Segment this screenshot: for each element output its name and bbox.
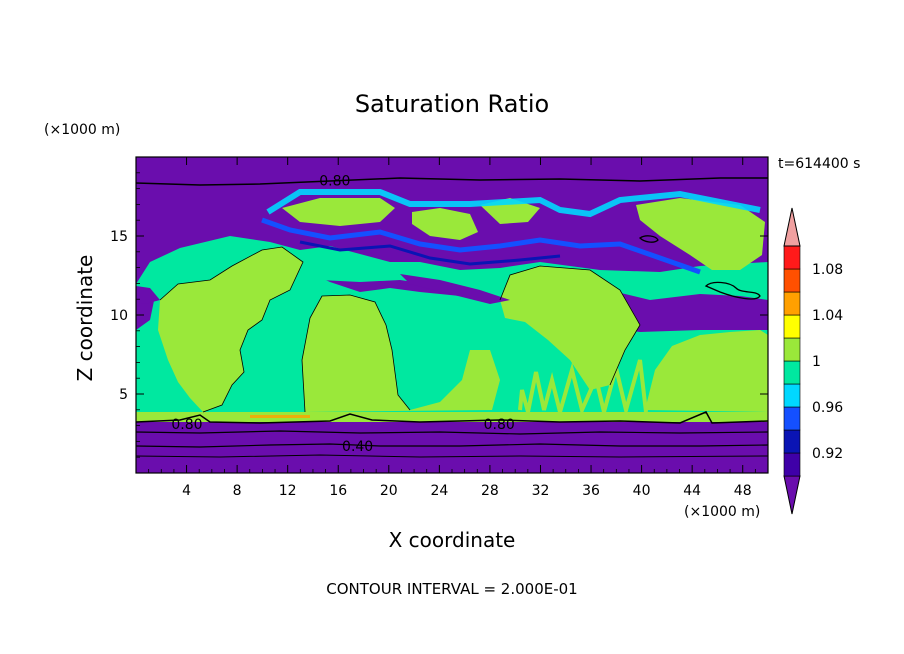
x-tick-label: 8	[233, 483, 242, 499]
y-tick-label: 5	[119, 387, 128, 403]
field-lime-patch-upper-4	[636, 198, 765, 270]
y-axis: 5 10 15	[110, 172, 768, 458]
colorbar-box	[783, 452, 801, 477]
time-label: t=614400 s	[778, 156, 860, 172]
contour-1.00-edge	[159, 246, 641, 413]
field-boundary-orange	[250, 415, 310, 418]
contour-labels: 0.80 0.80 0.80 0.40	[171, 174, 514, 455]
contour-label: 0.80	[171, 417, 202, 433]
field-cloud-fringe	[518, 359, 648, 420]
colorbar-box	[783, 383, 801, 408]
x-tick-label: 28	[481, 483, 499, 499]
field-surface-layer	[136, 422, 768, 473]
x-tick-label: 24	[430, 483, 448, 499]
field-lime-patch-far-east	[645, 330, 768, 412]
y-tick-label: 10	[110, 308, 128, 324]
contour-0.40-lower	[136, 443, 768, 448]
contour-loop-east	[704, 281, 761, 300]
y-tick-label: 15	[110, 229, 128, 245]
field-lime-patch-east	[500, 266, 640, 390]
x-tick-label: 12	[279, 483, 297, 499]
contour-0.80-lower	[136, 411, 768, 424]
colorbar-label: 1.04	[812, 308, 843, 324]
colorbar: 0.92 0.96 1 1.04 1.08	[783, 207, 843, 515]
colorbar-box	[783, 314, 801, 339]
x-axis: 4 8 12 16 20 24 28 32 36 40 44 48	[148, 157, 756, 499]
field-lime-patch-central	[302, 295, 500, 412]
contour-label: 0.80	[484, 417, 515, 433]
contour-loop-east-2	[638, 235, 659, 243]
field-boundary-strip	[136, 412, 768, 422]
x-tick-label: 20	[380, 483, 398, 499]
x-tick-label: 4	[182, 483, 191, 499]
contour-interval-footer: CONTOUR INTERVAL = 2.000E-01	[326, 580, 577, 598]
field-purple-streak	[136, 286, 160, 304]
colorbar-under-triangle	[783, 475, 801, 515]
x-tick-label: 36	[582, 483, 600, 499]
contour-0.80-upper	[136, 177, 768, 186]
contour-label: 0.40	[342, 439, 373, 455]
field-purple-streak-east	[400, 274, 510, 304]
y-axis-title: Z coordinate	[73, 255, 97, 382]
x-tick-label: 32	[532, 483, 550, 499]
colorbar-label: 1	[812, 354, 821, 370]
contour-0.60-lower	[136, 430, 768, 435]
colorbar-label: 0.96	[812, 400, 843, 416]
y-unit-label: (×1000 m)	[44, 122, 120, 138]
field-blue-upper-band	[261, 217, 701, 275]
colorbar-box	[783, 337, 801, 362]
chart-title: Saturation Ratio	[355, 90, 549, 118]
colorbar-box	[783, 360, 801, 385]
x-unit-label: (×1000 m)	[684, 504, 760, 520]
colorbar-label: 0.92	[812, 446, 843, 462]
field-lime-patch-upper-1	[282, 198, 395, 226]
colorbar-label: 1.08	[812, 262, 843, 278]
contour-0.20-lower	[136, 454, 768, 458]
colorbar-box	[783, 429, 801, 454]
field-lime-patch-west	[158, 247, 303, 412]
colorbar-box	[783, 291, 801, 316]
x-tick-label: 48	[734, 483, 752, 499]
plot-area: 0.80 0.80 0.80 0.40	[136, 157, 768, 473]
colorbar-box	[783, 268, 801, 293]
field-lime-patch-upper-2	[412, 208, 478, 240]
x-tick-label: 44	[683, 483, 701, 499]
field-cyan-upper-band	[266, 189, 761, 218]
x-tick-label: 16	[329, 483, 347, 499]
x-axis-title: X coordinate	[389, 528, 516, 552]
colorbar-box	[783, 245, 801, 270]
field-navy-upper-band	[299, 240, 561, 266]
colorbar-box	[783, 406, 801, 431]
x-tick-label: 40	[633, 483, 651, 499]
colorbar-over-triangle	[783, 207, 801, 247]
contour-label: 0.80	[319, 174, 350, 190]
